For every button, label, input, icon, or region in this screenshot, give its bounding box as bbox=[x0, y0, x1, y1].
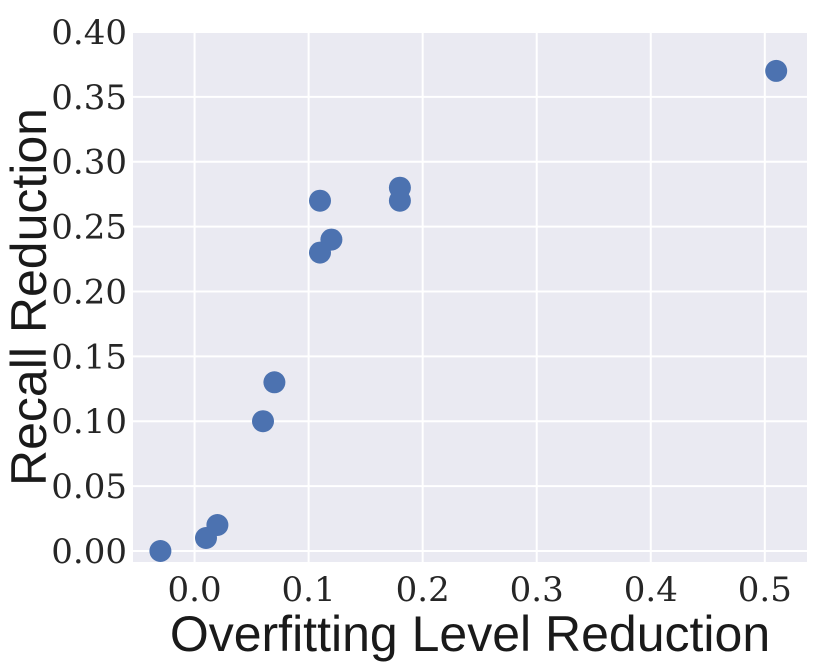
data-points bbox=[149, 59, 788, 562]
data-point bbox=[149, 540, 172, 562]
y-tick-label: 0.15 bbox=[51, 337, 127, 377]
plot-area bbox=[133, 32, 807, 562]
x-tick-label: 0.5 bbox=[738, 570, 792, 610]
x-tick-label: 0.2 bbox=[396, 570, 450, 610]
x-tick-label: 0.4 bbox=[624, 570, 678, 610]
x-axis-label: Overfitting Level Reduction bbox=[170, 606, 770, 662]
data-point bbox=[309, 189, 331, 212]
y-tick-label: 0.00 bbox=[51, 532, 127, 572]
x-tick-label: 0.3 bbox=[510, 570, 564, 610]
data-point bbox=[765, 59, 788, 82]
data-point bbox=[252, 410, 274, 433]
data-point bbox=[388, 176, 411, 199]
y-tick-labels: 0.00 0.05 0.10 0.15 0.20 0.25 0.30 0.35 0.40 bbox=[51, 13, 127, 572]
x-tick-label: 0.1 bbox=[282, 570, 336, 610]
data-point bbox=[263, 371, 286, 394]
y-tick-label: 0.10 bbox=[51, 402, 127, 442]
data-point bbox=[206, 514, 229, 536]
y-tick-label: 0.05 bbox=[51, 467, 127, 507]
x-tick-labels: 0.0 0.1 0.2 0.3 0.4 0.5 bbox=[168, 570, 792, 610]
y-tick-label: 0.35 bbox=[51, 78, 127, 118]
y-axis-label: Recall Reduction bbox=[1, 108, 57, 486]
data-point bbox=[309, 241, 331, 264]
y-tick-label: 0.20 bbox=[51, 273, 127, 313]
x-tick-label: 0.0 bbox=[168, 570, 222, 610]
y-tick-label: 0.30 bbox=[51, 143, 127, 183]
y-tick-label: 0.40 bbox=[51, 13, 127, 53]
gridlines bbox=[133, 31, 807, 562]
y-tick-label: 0.25 bbox=[51, 208, 127, 248]
